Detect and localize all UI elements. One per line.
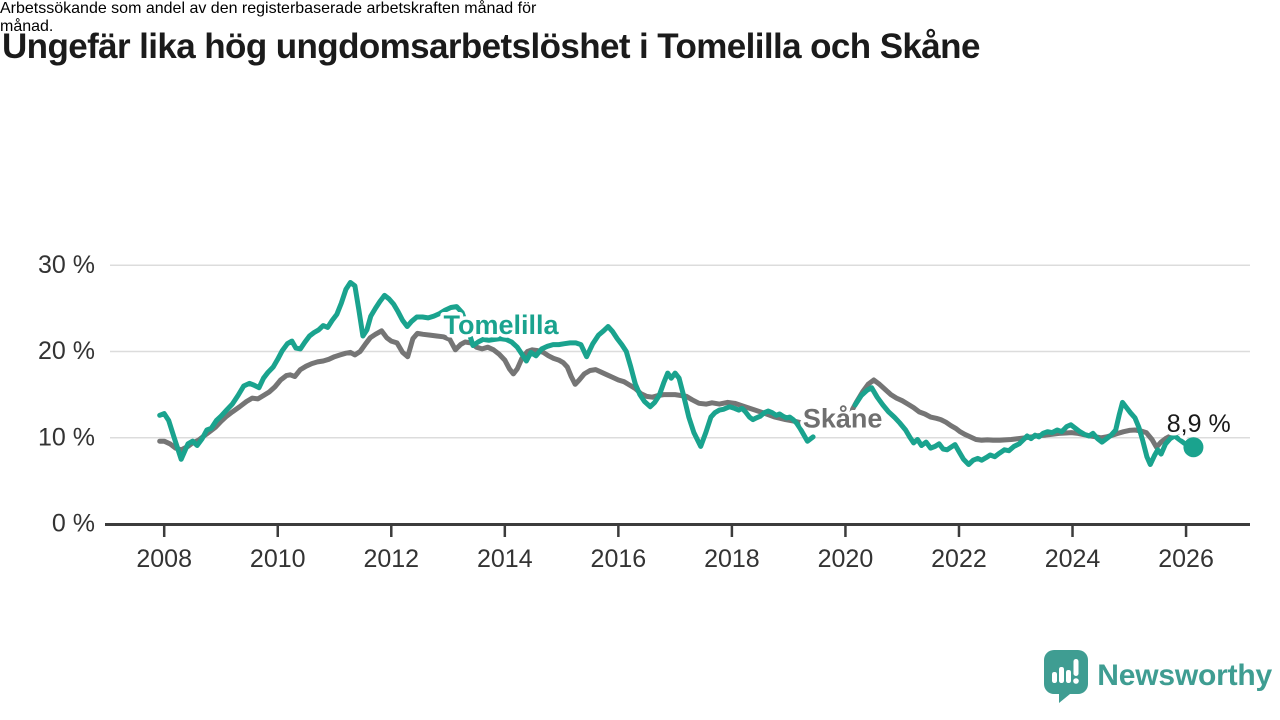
latest-value-label: 8,9 % xyxy=(1167,410,1231,438)
x-axis-label-2016: 2016 xyxy=(591,545,647,573)
x-axis-label-2024: 2024 xyxy=(1045,545,1101,573)
bar-chart-speech-bubble-icon xyxy=(1044,649,1089,703)
series-label-skne: Skåne xyxy=(803,403,883,433)
y-axis-label-10: 10 % xyxy=(38,423,95,451)
x-axis-label-2020: 2020 xyxy=(818,545,874,573)
x-axis-label-2014: 2014 xyxy=(477,545,533,573)
chart-subtitle-line-2: månad. xyxy=(0,18,54,35)
x-axis-label-2010: 2010 xyxy=(250,545,306,573)
page-title: Ungefär lika hög ungdomsarbetslöshet i T… xyxy=(2,27,980,66)
series-line-skne xyxy=(157,328,1194,453)
x-axis-label-2022: 2022 xyxy=(931,545,987,573)
series-label-tomelilla: Tomelilla xyxy=(444,310,560,340)
y-axis-label-0: 0 % xyxy=(52,510,95,538)
latest-value-dot xyxy=(1183,437,1204,458)
x-axis-label-2008: 2008 xyxy=(136,545,192,573)
x-axis-label-2018: 2018 xyxy=(704,545,760,573)
chart-subtitle-line-1: Arbetssökande som andel av den registerb… xyxy=(0,0,537,17)
x-axis-label-2012: 2012 xyxy=(363,545,419,573)
newsworthy-logo-text: Newsworthy xyxy=(1097,659,1272,692)
series-line-tomelilla-2 xyxy=(852,385,1196,467)
series-line-tomelilla-1 xyxy=(157,280,816,462)
x-axis-label-2026: 2026 xyxy=(1158,545,1214,573)
y-axis-label-20: 20 % xyxy=(38,337,95,365)
newsworthy-logo: Newsworthy xyxy=(1044,648,1272,704)
y-axis-label-30: 30 % xyxy=(38,251,95,279)
